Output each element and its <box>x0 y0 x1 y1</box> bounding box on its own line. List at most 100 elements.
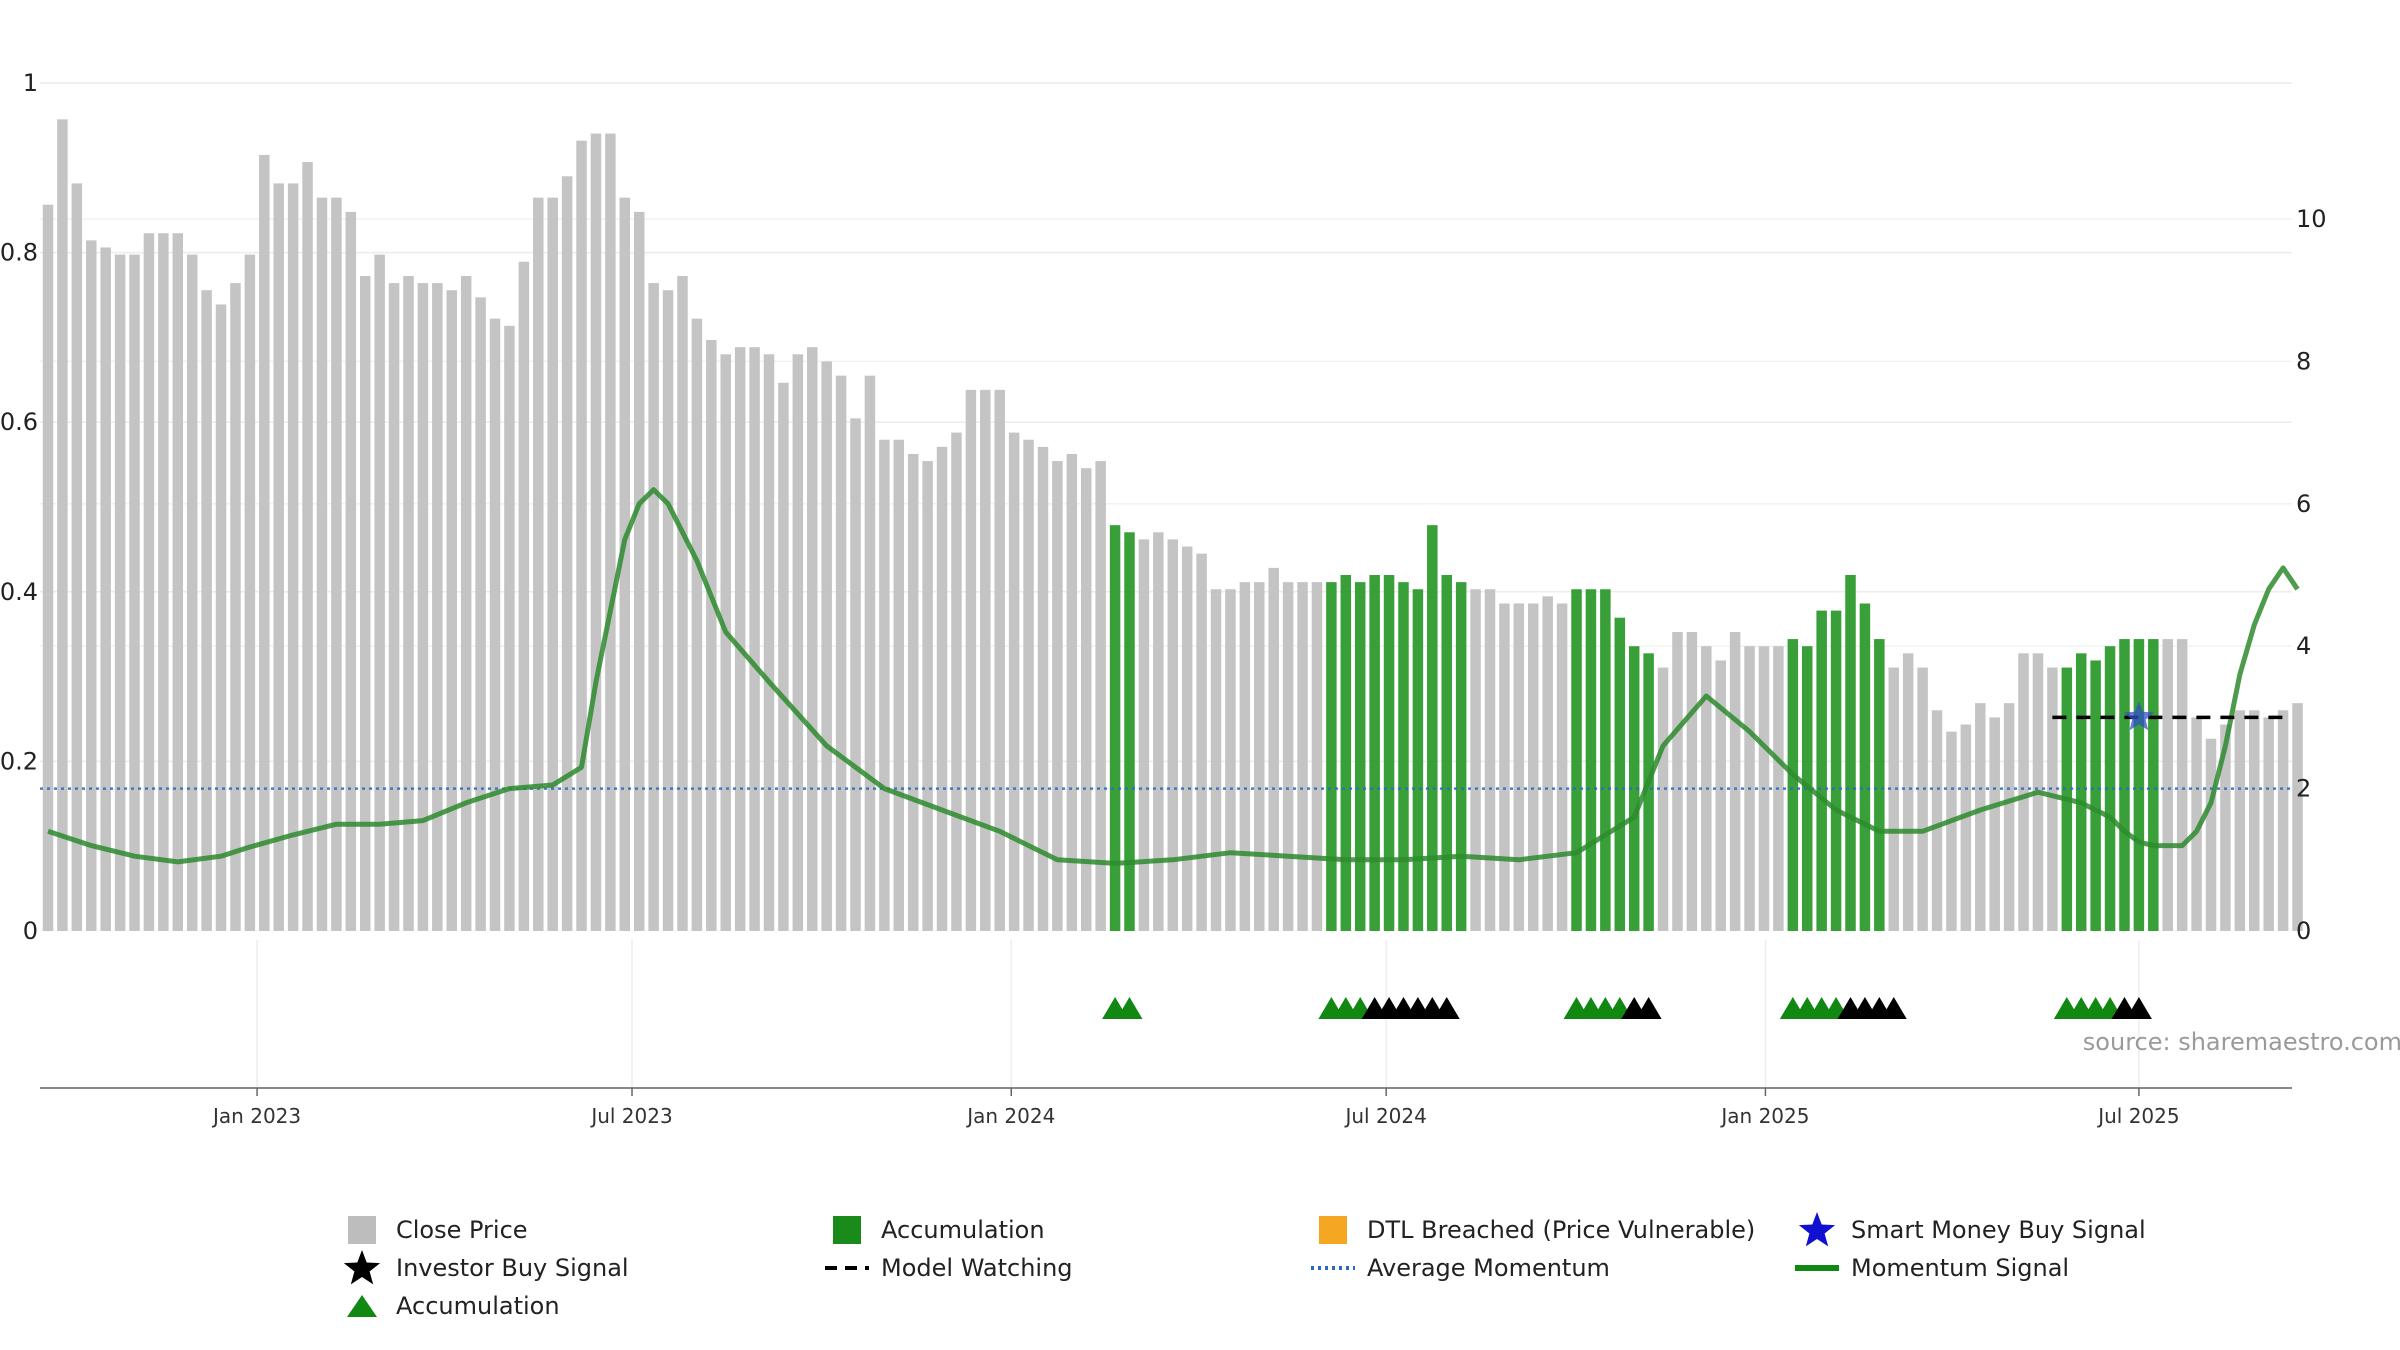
close-price-bar <box>71 183 83 931</box>
grey-square-icon <box>340 1212 384 1248</box>
left-axis-tick-label: 0.2 <box>0 747 38 775</box>
right-axis-tick-label: 8 <box>2296 347 2311 375</box>
close-price-bar <box>1181 546 1193 931</box>
left-axis-tick-label: 1 <box>23 69 38 97</box>
legend-item: Smart Money Buy Signal <box>1795 1212 2146 1248</box>
green-square-icon <box>825 1212 869 1248</box>
close-price-bar <box>259 154 270 932</box>
close-price-bar <box>42 204 54 931</box>
close-price-bar <box>1513 603 1525 931</box>
close-price-bar <box>129 254 140 932</box>
close-price-bar <box>1196 553 1207 931</box>
close-price-bar <box>590 133 602 931</box>
x-axis-tick-label: Jan 2023 <box>211 1104 301 1128</box>
close-price-bar <box>504 325 515 931</box>
close-price-bar <box>186 254 198 932</box>
accumulation-bar <box>1787 639 1799 931</box>
close-price-bar <box>1902 653 1914 931</box>
close-price-bar <box>1210 589 1222 931</box>
close-price-bar <box>547 197 558 931</box>
close-price-bar <box>1239 582 1251 931</box>
gridlines <box>40 82 2292 1088</box>
close-price-bar <box>388 283 400 932</box>
smart-money-buy-star <box>2123 701 2155 731</box>
close-price-bar <box>201 290 212 931</box>
close-price-bar <box>1499 603 1510 931</box>
close-price-bar <box>691 318 703 931</box>
legend-label: Average Momentum <box>1367 1254 1610 1282</box>
close-price-bar <box>1066 453 1078 931</box>
legend-label: Accumulation <box>396 1292 560 1320</box>
accumulation-bar <box>1874 639 1885 931</box>
legend: Close Price Accumulation DTL Breached (Pri… <box>0 1212 2400 1342</box>
close-price-bar <box>1037 446 1049 931</box>
close-price-bar <box>2249 710 2260 931</box>
close-price-bar <box>936 446 948 931</box>
left-axis-tick-label: 0.4 <box>0 578 38 606</box>
close-price-bar <box>720 354 731 931</box>
close-price-bar <box>1715 660 1726 931</box>
x-axis-tick-label: Jul 2025 <box>2096 1104 2179 1128</box>
close-price-bar <box>2263 717 2274 931</box>
close-price-bar <box>86 240 97 932</box>
close-price-bar <box>1686 631 1698 931</box>
close-price-bar <box>821 361 832 931</box>
accumulation-bar <box>1830 610 1842 931</box>
blue-dotted-line-icon <box>1311 1250 1355 1286</box>
close-price-bar <box>533 197 544 931</box>
close-price-bar <box>1095 461 1106 931</box>
source-label: source: sharemaestro.com <box>2083 1028 2400 1056</box>
accumulation-bar <box>1628 646 1640 931</box>
accumulation-bar <box>1600 589 1611 931</box>
close-price-bar <box>1254 582 1265 931</box>
legend-label: DTL Breached (Price Vulnerable) <box>1367 1216 1756 1244</box>
x-axis-tick-label: Jul 2024 <box>1343 1104 1426 1128</box>
accumulation-bar <box>1412 589 1424 931</box>
close-price-bar <box>922 461 933 931</box>
close-price-bar <box>907 453 919 931</box>
close-price-bar <box>1008 432 1020 931</box>
accumulation-bar <box>1369 575 1380 931</box>
close-price-bar <box>1167 539 1179 931</box>
x-axis-tick-label: Jan 2025 <box>1719 1104 1809 1128</box>
accumulation-bar <box>1441 575 1452 931</box>
close-price-bar <box>1542 596 1553 931</box>
legend-label: Momentum Signal <box>1851 1254 2070 1282</box>
close-price-bar <box>143 233 155 932</box>
close-price-bar <box>1729 631 1741 931</box>
close-price-bar <box>403 275 414 932</box>
close-price-bar <box>1946 731 1957 931</box>
right-axis-tick-label: 2 <box>2296 775 2311 803</box>
investor-buy-triangle-marker <box>1433 996 1460 1020</box>
close-price-bar <box>273 183 284 931</box>
close-price-bar <box>2292 703 2303 931</box>
close-price-bar <box>1225 589 1236 931</box>
legend-item: Average Momentum <box>1311 1250 1610 1286</box>
close-price-bar <box>677 275 688 932</box>
right-axis-tick-label: 6 <box>2296 490 2311 518</box>
close-price-bar <box>792 354 804 931</box>
close-price-bar <box>1052 461 1063 931</box>
close-price-bar <box>1989 717 2000 931</box>
close-price-bar <box>980 389 991 931</box>
close-price-bar <box>864 375 876 931</box>
close-price-bar <box>1138 539 1150 931</box>
close-price-bar <box>994 389 1005 931</box>
legend-label: Smart Money Buy Signal <box>1851 1216 2146 1244</box>
legend-item: Accumulation <box>340 1288 560 1324</box>
close-price-bar <box>893 439 905 931</box>
close-price-bar <box>1556 603 1568 931</box>
close-price-bar <box>734 347 746 931</box>
accumulation-bar <box>2148 639 2159 931</box>
green-triangle-icon <box>340 1288 384 1324</box>
close-price-bar <box>359 275 371 932</box>
close-price-bar <box>489 318 501 931</box>
close-price-bar <box>460 275 472 932</box>
close-price-bar <box>1917 667 1928 931</box>
close-price-bar <box>2003 703 2015 931</box>
close-price-bar <box>2234 710 2246 931</box>
legend-item: Model Watching <box>825 1250 1073 1286</box>
right-axis-tick-label: 4 <box>2296 632 2311 660</box>
legend-item: Momentum Signal <box>1795 1250 2069 1286</box>
